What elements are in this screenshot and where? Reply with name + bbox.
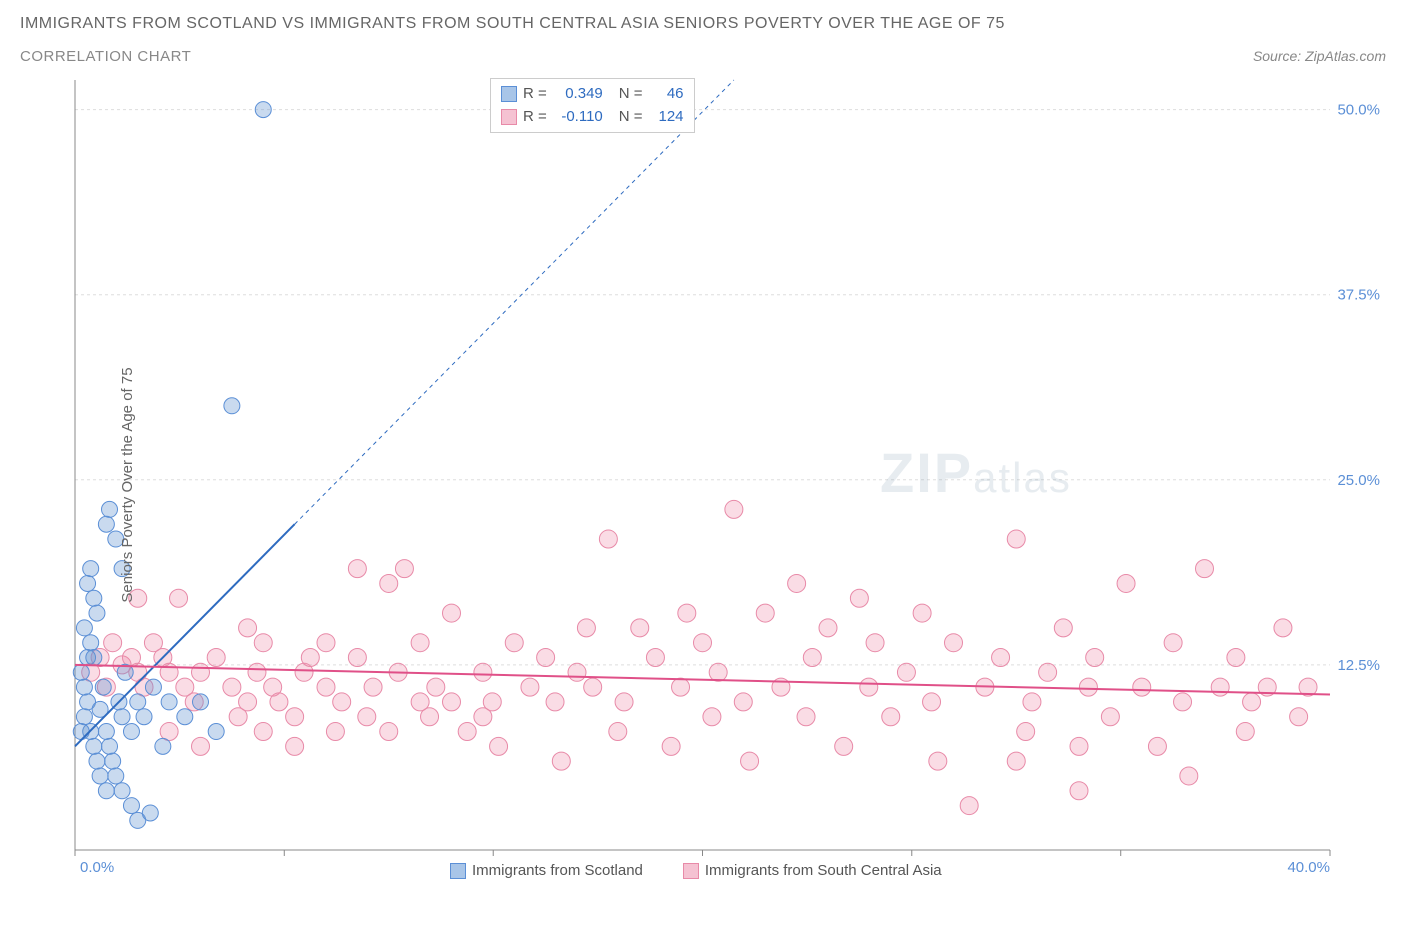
chart-container: Seniors Poverty Over the Age of 75 12.5%…: [20, 70, 1386, 900]
legend-item-series2: Immigrants from South Central Asia: [683, 862, 942, 879]
legend: Immigrants from Scotland Immigrants from…: [450, 862, 942, 879]
n-value-2: 124: [649, 106, 684, 129]
swatch-icon: [501, 86, 517, 102]
source-name: ZipAtlas.com: [1305, 48, 1386, 64]
source-prefix: Source:: [1253, 48, 1305, 64]
n-value-1: 46: [649, 83, 684, 106]
header-row: CORRELATION CHART Source: ZipAtlas.com: [20, 48, 1386, 65]
swatch-icon: [501, 109, 517, 125]
legend-label-1: Immigrants from Scotland: [472, 862, 643, 879]
chart-title: IMMIGRANTS FROM SCOTLAND VS IMMIGRANTS F…: [20, 15, 1386, 33]
swatch-icon: [683, 863, 699, 879]
svg-text:25.0%: 25.0%: [1337, 472, 1380, 489]
legend-item-series1: Immigrants from Scotland: [450, 862, 643, 879]
source-attribution: Source: ZipAtlas.com: [1253, 48, 1386, 64]
swatch-icon: [450, 863, 466, 879]
r-value-2: -0.110: [553, 106, 603, 129]
chart-subtitle: CORRELATION CHART: [20, 48, 191, 65]
scatter-chart: 12.5% 25.0% 37.5% 50.0% 0.0% 40.0%: [20, 70, 1386, 900]
correlation-stats-box: R = 0.349 N = 46 R = -0.110 N = 124: [490, 78, 695, 133]
svg-text:0.0%: 0.0%: [80, 859, 114, 876]
stats-row-series2: R = -0.110 N = 124: [501, 106, 684, 129]
r-value-1: 0.349: [553, 83, 603, 106]
svg-text:40.0%: 40.0%: [1287, 859, 1330, 876]
svg-text:37.5%: 37.5%: [1337, 287, 1380, 304]
svg-text:50.0%: 50.0%: [1337, 102, 1380, 119]
stats-row-series1: R = 0.349 N = 46: [501, 83, 684, 106]
svg-text:12.5%: 12.5%: [1337, 657, 1380, 674]
legend-label-2: Immigrants from South Central Asia: [705, 862, 942, 879]
y-axis-label: Seniors Poverty Over the Age of 75: [119, 367, 136, 602]
